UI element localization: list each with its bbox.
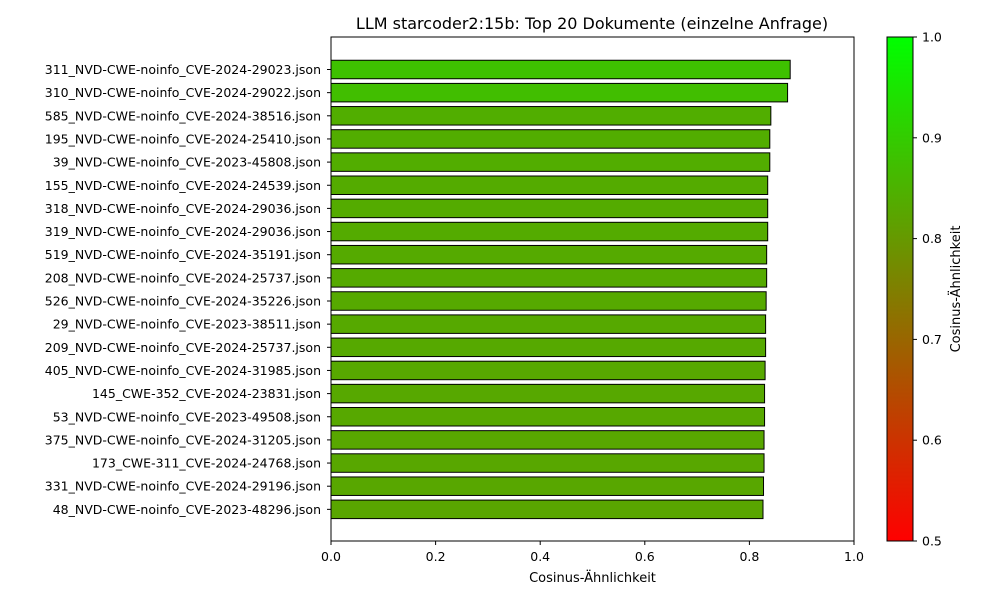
bar: [330, 337, 767, 358]
chart-title: LLM starcoder2:15b: Top 20 Dokumente (ei…: [356, 14, 828, 33]
y-tick-label: 195_NVD-CWE-noinfo_CVE-2024-25410.json: [45, 131, 321, 146]
bar: [330, 175, 769, 195]
bar: [330, 453, 765, 473]
y-tick-label: 319_NVD-CWE-noinfo_CVE-2024-29036.json: [45, 224, 321, 239]
y-tick-label: 405_NVD-CWE-noinfo_CVE-2024-31985.json: [45, 363, 321, 378]
x-tick-label: 0.6: [635, 549, 655, 564]
bar: [330, 476, 765, 496]
bar: [330, 314, 767, 334]
x-tick-label: 1.0: [844, 549, 864, 564]
y-tick-label: 39_NVD-CWE-noinfo_CVE-2023-45808.json: [53, 155, 321, 170]
y-tick-labels: 311_NVD-CWE-noinfo_CVE-2024-29023.json 31…: [45, 62, 331, 517]
bar: [330, 221, 769, 242]
colorbar-tick-label: 0.8: [922, 231, 942, 246]
y-tick-label: 173_CWE-311_CVE-2024-24768.json: [92, 456, 321, 471]
bar: [330, 152, 771, 172]
bar: [330, 407, 766, 427]
colorbar-ticks: 0.5 0.6 0.7 0.8 0.9 1.0: [913, 30, 942, 549]
y-tick-label: 585_NVD-CWE-noinfo_CVE-2024-38516.json: [45, 108, 321, 123]
y-tick-label: 208_NVD-CWE-noinfo_CVE-2024-25737.json: [45, 270, 321, 285]
bar: [330, 198, 769, 219]
colorbar-tick-label: 0.7: [922, 332, 942, 347]
y-tick-label: 209_NVD-CWE-noinfo_CVE-2024-25737.json: [45, 340, 321, 355]
bar: [330, 82, 789, 103]
y-tick-label: 526_NVD-CWE-noinfo_CVE-2024-35226.json: [45, 294, 321, 309]
bar: [330, 268, 768, 288]
bar: [330, 291, 767, 311]
colorbar: [886, 36, 914, 542]
colorbar-label: Cosinus-Ähnlichkeit: [948, 226, 964, 353]
x-axis-ticks: 0.0 0.2 0.4 0.6 0.8 1.0: [321, 541, 864, 564]
y-tick-label: 145_CWE-352_CVE-2024-23831.json: [92, 386, 321, 401]
x-tick-label: 0.4: [530, 549, 550, 564]
bar: [330, 499, 764, 520]
y-tick-label: 29_NVD-CWE-noinfo_CVE-2023-38511.json: [53, 317, 321, 332]
bar: [330, 360, 766, 381]
y-tick-label: 311_NVD-CWE-noinfo_CVE-2024-29023.json: [45, 62, 321, 77]
y-tick-label: 53_NVD-CWE-noinfo_CVE-2023-49508.json: [53, 409, 321, 424]
y-tick-label: 310_NVD-CWE-noinfo_CVE-2024-29022.json: [45, 85, 321, 100]
bar: [330, 59, 791, 80]
y-tick-label: 318_NVD-CWE-noinfo_CVE-2024-29036.json: [45, 201, 321, 216]
y-tick-label: 331_NVD-CWE-noinfo_CVE-2024-29196.json: [45, 479, 321, 494]
bar: [330, 383, 766, 404]
colorbar-tick-label: 0.5: [922, 534, 942, 549]
y-tick-label: 519_NVD-CWE-noinfo_CVE-2024-35191.json: [45, 247, 321, 262]
x-tick-label: 0.0: [321, 549, 341, 564]
y-tick-label: 48_NVD-CWE-noinfo_CVE-2023-48296.json: [53, 502, 321, 517]
colorbar-tick-label: 1.0: [922, 30, 942, 45]
x-axis-label: Cosinus-Ähnlichkeit: [529, 570, 656, 586]
colorbar-tick-label: 0.6: [922, 433, 942, 448]
bar: [330, 129, 771, 149]
bar: [330, 106, 772, 126]
y-tick-label: 375_NVD-CWE-noinfo_CVE-2024-31205.json: [45, 432, 321, 447]
bar: [330, 244, 768, 265]
x-tick-label: 0.8: [739, 549, 759, 564]
plot-area-frame: [330, 36, 855, 542]
bar: [330, 430, 765, 450]
bars-group: [330, 59, 791, 520]
x-tick-label: 0.2: [426, 549, 446, 564]
colorbar-tick-label: 0.9: [922, 130, 942, 145]
y-tick-label: 155_NVD-CWE-noinfo_CVE-2024-24539.json: [45, 178, 321, 193]
